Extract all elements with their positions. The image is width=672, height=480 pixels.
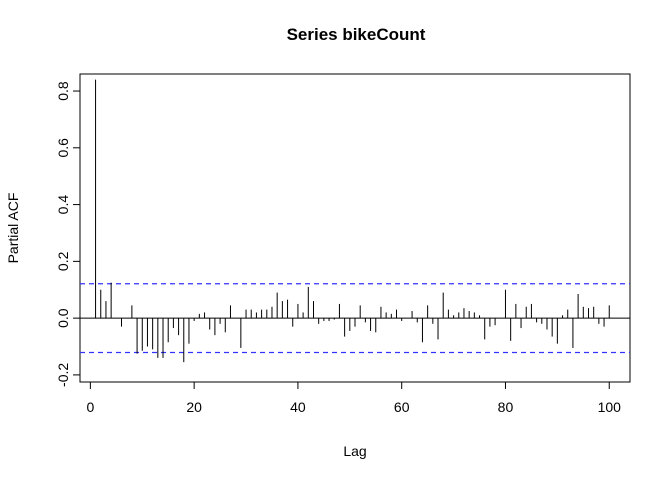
y-axis: -0.2 0.0 0.2 0.4 0.6 0.8 — [55, 81, 81, 387]
x-tick-label: 20 — [186, 399, 202, 415]
y-tick-label: 0.4 — [55, 195, 71, 215]
pacf-bars — [95, 79, 610, 363]
y-tick-label: -0.2 — [55, 363, 71, 387]
confidence-bounds — [80, 283, 630, 354]
plot-area-frame — [79, 73, 631, 383]
x-axis: 0 20 40 60 80 100 — [86, 381, 622, 415]
x-tick-label: 40 — [290, 399, 306, 415]
y-tick-label: 0.2 — [55, 251, 71, 271]
y-tick-label: 0.6 — [55, 138, 71, 158]
chart-title: Series bikeCount — [287, 25, 426, 44]
y-axis-label: Partial ACF — [5, 193, 21, 264]
x-tick-label: 80 — [498, 399, 514, 415]
x-axis-label: Lag — [343, 443, 366, 459]
x-tick-label: 100 — [598, 399, 622, 415]
x-tick-label: 0 — [86, 399, 94, 415]
y-tick-label: 0.8 — [55, 81, 71, 101]
x-tick-label: 60 — [394, 399, 410, 415]
y-tick-label: 0.0 — [55, 308, 71, 328]
